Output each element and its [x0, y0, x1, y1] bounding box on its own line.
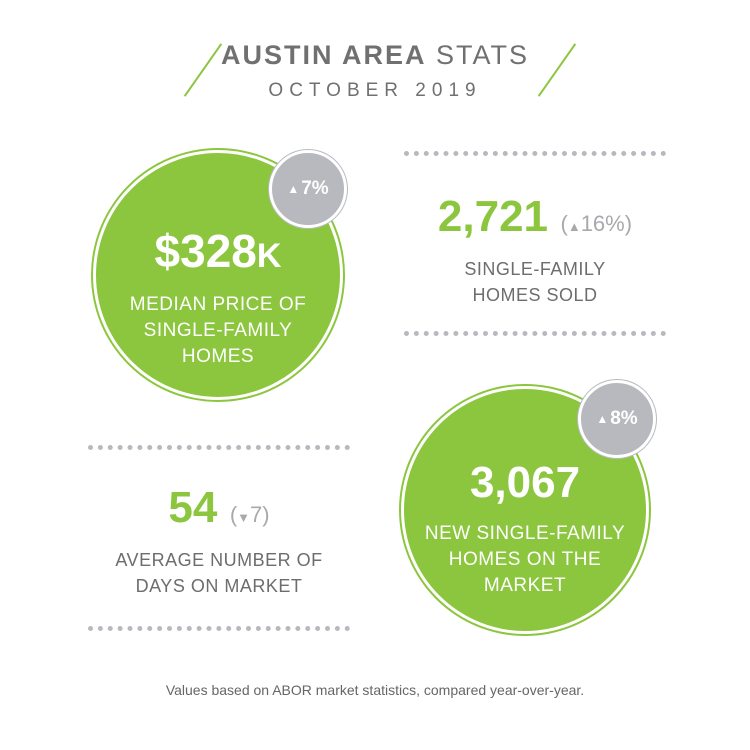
dotted-divider — [404, 151, 666, 156]
page-title: AUSTIN AREA STATS — [0, 40, 750, 71]
homes-sold-label-line: SINGLE-FAMILY — [464, 259, 606, 279]
median-price-label: MEDIAN PRICE OF SINGLE-FAMILY HOMES — [96, 292, 340, 370]
median-price-suffix: K — [256, 237, 282, 275]
arrow-up-icon: ▲ — [596, 412, 609, 426]
new-listings-label: NEW SINGLE-FAMILY HOMES ON THE MARKET — [404, 521, 646, 599]
median-price-number: $328 — [154, 225, 257, 277]
dotted-divider — [404, 331, 666, 336]
new-listings-label-line: MARKET — [483, 575, 567, 596]
title-bold: AUSTIN AREA — [220, 40, 427, 70]
page-subtitle: OCTOBER 2019 — [268, 80, 482, 101]
homes-sold-change-value: 16% — [580, 211, 625, 236]
days-on-market-change: (▼7) — [229, 502, 270, 527]
days-on-market-label-line: AVERAGE NUMBER OF — [115, 550, 323, 570]
arrow-up-icon: ▲ — [567, 219, 581, 234]
arrow-down-icon: ▼ — [237, 510, 251, 525]
arrow-up-icon: ▲ — [287, 182, 300, 196]
dotted-divider — [88, 626, 350, 631]
median-price-change-badge: ▲ 7% — [269, 150, 347, 228]
homes-sold-label: SINGLE-FAMILY HOMES SOLD — [404, 256, 666, 308]
new-listings-label-line: NEW SINGLE-FAMILY — [424, 523, 626, 544]
median-price-label-line: HOMES — [181, 346, 255, 367]
days-on-market-label: AVERAGE NUMBER OF DAYS ON MARKET — [88, 547, 350, 599]
new-listings-label-line: HOMES ON THE — [448, 549, 602, 570]
median-price-value: $328K — [96, 227, 340, 280]
median-price-label-line: SINGLE-FAMILY — [143, 320, 293, 341]
new-listings-change-badge: ▲ 8% — [578, 380, 656, 458]
days-on-market-value: 54 — [168, 483, 218, 532]
homes-sold-value: 2,721 — [437, 192, 549, 241]
homes-sold-label-line: HOMES SOLD — [472, 285, 598, 305]
title-light: STATS — [436, 40, 530, 70]
homes-sold-change: (▲16%) — [560, 211, 633, 236]
median-price-change: 7% — [301, 178, 329, 199]
homes-sold-stat: 2,721 (▲16%) — [404, 192, 666, 242]
dotted-divider — [88, 445, 350, 450]
median-price-label-line: MEDIAN PRICE OF — [129, 294, 307, 315]
days-on-market-stat: 54 (▼7) — [88, 483, 350, 533]
footer-note: Values based on ABOR market statistics, … — [165, 682, 585, 698]
new-listings-value: 3,067 — [469, 458, 581, 507]
new-listings-change: 8% — [610, 408, 638, 429]
days-on-market-change-value: 7 — [250, 502, 263, 527]
days-on-market-label-line: DAYS ON MARKET — [135, 576, 303, 596]
